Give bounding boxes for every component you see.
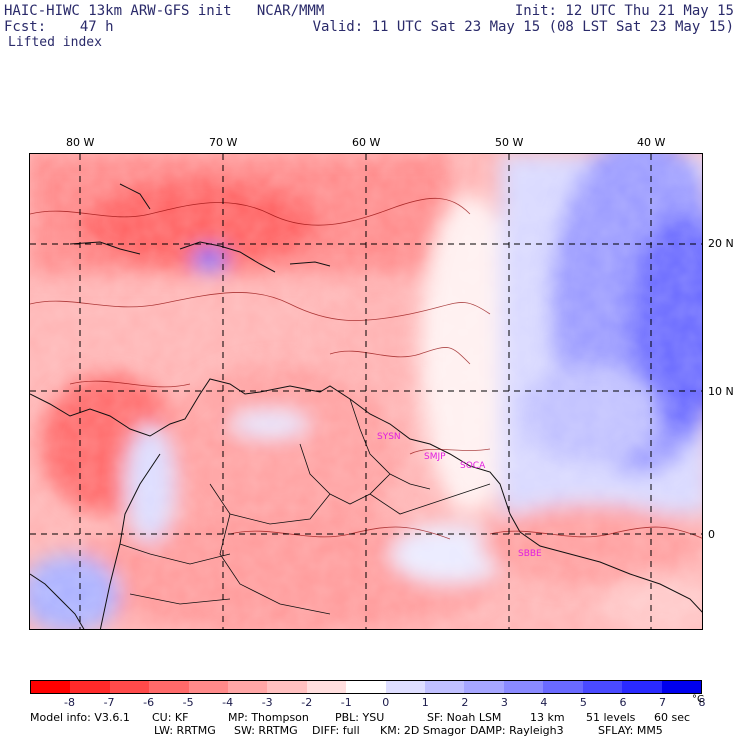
colorbar-segment [385,681,426,693]
model-info-item: MP: Thompson [228,711,309,724]
station-label: SOCA [460,461,486,471]
colorbar-tick-label: 1 [421,696,429,709]
lat-label: 0 [708,528,715,541]
colorbar-segment [228,681,268,693]
colorbar-tick-label: -1 [340,696,352,709]
colorbar-segment [188,681,229,693]
colorbar-tick-label: 5 [579,696,587,709]
model-info-item: KM: 2D Smagor [380,724,466,737]
colorbar-tick-label: -8 [64,696,75,709]
colorbar-segment [109,681,150,693]
model-info-item: DIFF: full [312,724,360,737]
colorbar-tick-label: -2 [301,696,313,709]
colorbar-segment [425,681,465,693]
lat-label: 10 N [708,385,734,398]
colorbar-tick-label: 7 [658,696,666,709]
colorbar-tick-label: 6 [619,696,627,709]
model-title: HAIC-HIWC 13km ARW-GFS init NCAR/MMM [4,3,325,19]
li-contours [30,197,702,540]
model-info-item: SW: RRTMG [234,724,298,737]
model-info-item: SF: Noah LSM [427,711,502,724]
model-info-item: 51 levels [586,711,636,724]
lifted-index-map[interactable]: SYSN SMJP SOCA SBBE [29,153,703,630]
map-canvas [30,154,702,629]
colorbar-segment [543,681,583,693]
colorbar-segment [70,681,110,693]
colorbar-tick-label: 2 [461,696,469,709]
colorbar-tick-label: 4 [540,696,548,709]
forecast-hour: Fcst: 47 h [4,19,114,35]
colorbar-tick-label: -6 [143,696,155,709]
lon-label: 60 W [352,136,381,149]
model-info-item: Model info: V3.6.1 [30,711,130,724]
colorbar-tick-label: 3 [500,696,508,709]
colorbar-tick-label: -5 [182,696,194,709]
colorbar-unit: °C [692,694,704,705]
lat-label: 20 N [708,237,734,250]
colorbar-segment [346,681,386,693]
model-info-item: LW: RRTMG [154,724,216,737]
model-info-item: 13 km [530,711,565,724]
colorbar-segment [464,681,504,693]
borders [119,398,491,615]
field-name: Lifted index [8,35,102,50]
graticule [30,154,702,629]
lon-label: 80 W [66,136,95,149]
station-label: SYSN [377,432,401,442]
colorbar-segment [622,681,662,693]
colorbar-segment [149,681,189,693]
model-info-item: SFLAY: MM5 [598,724,663,737]
model-info-item: PBL: YSU [335,711,385,724]
colorbar-tick-label: -3 [261,696,273,709]
colorbar-tick-label: 8 [698,696,706,709]
colorbar-tick-label: -7 [103,696,115,709]
colorbar-segment [306,681,347,693]
lon-label: 40 W [637,136,666,149]
colorbar-tick-label: -4 [222,696,234,709]
lon-label: 70 W [209,136,238,149]
colorbar-segment [582,681,623,693]
lon-label: 50 W [495,136,524,149]
model-info-item: DAMP: Rayleigh3 [470,724,564,737]
colorbar-segment [503,681,544,693]
station-label: SMJP [424,452,446,462]
init-time: Init: 12 UTC Thu 21 May 15 [514,3,734,19]
colorbar-segment [661,681,701,693]
model-info-item: CU: KF [152,711,189,724]
colorbar-tick-label: 0 [382,696,390,709]
valid-time: Valid: 11 UTC Sat 23 May 15 (08 LST Sat … [312,19,734,35]
colorbar-segment [267,681,307,693]
colorbar [30,680,702,694]
model-info-item: 60 sec [654,711,691,724]
station-label: SBBE [518,549,542,559]
colorbar-segment [31,681,71,693]
